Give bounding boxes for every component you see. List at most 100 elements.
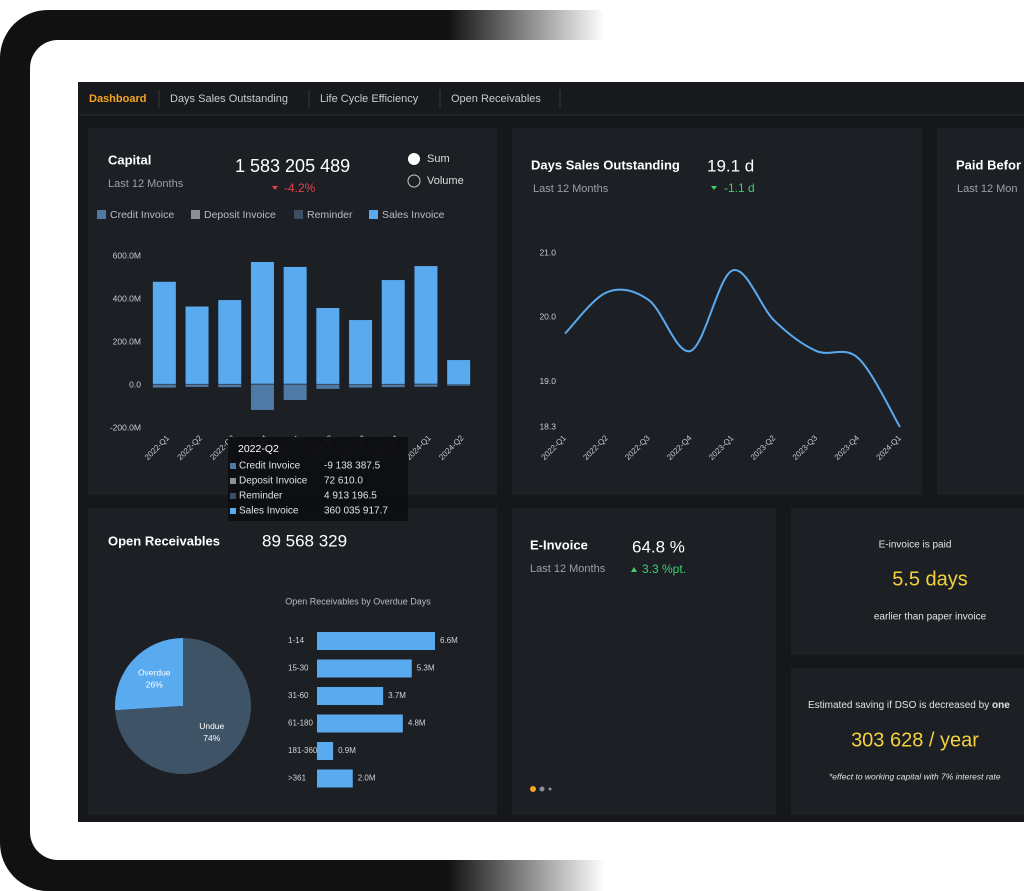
bar-segment: [447, 385, 471, 386]
bar: [317, 687, 384, 705]
panel-subtitle: Last 12 Months: [530, 563, 606, 575]
bar-segment: [185, 385, 209, 387]
bar-segment: [250, 385, 274, 410]
bar-segment: [414, 266, 438, 384]
radio-label[interactable]: Sum: [427, 153, 450, 165]
pie-slice: [115, 638, 251, 774]
panel-title: Paid Befor: [956, 157, 1021, 172]
panel-paid-earlier: [791, 508, 1024, 655]
down-arrow: [711, 186, 717, 190]
bar-segment: [381, 385, 405, 388]
tooltip-value: -9 138 387.5: [324, 461, 381, 472]
tooltip-label: Credit Invoice: [239, 461, 301, 472]
y-tick-label: 1-14: [288, 636, 305, 645]
tab[interactable]: Days Sales Outstanding: [170, 93, 288, 105]
value-label: 3.7M: [388, 691, 406, 700]
y-tick-label: 61-180: [288, 719, 313, 728]
legend-label: Deposit Invoice: [204, 209, 276, 221]
radio-label[interactable]: Volume: [427, 175, 464, 187]
bar-segment: [218, 383, 242, 385]
tooltip-label: Reminder: [239, 491, 283, 502]
page-dot[interactable]: [548, 787, 552, 791]
panel-dso: [512, 128, 922, 495]
info-text: Estimated saving if DSO is decreased by …: [808, 700, 1010, 711]
bar-segment: [447, 384, 471, 385]
pie-label: Overdue: [138, 667, 171, 677]
legend-swatch: [294, 210, 303, 219]
legend-label: Credit Invoice: [110, 209, 174, 221]
tab[interactable]: Life Cycle Efficiency: [320, 93, 419, 105]
bar-segment: [381, 383, 405, 385]
panel-title: Capital: [108, 152, 151, 167]
kpi-change: -4.2%: [284, 181, 316, 195]
bar-segment: [283, 266, 307, 384]
bar-segment: [414, 383, 438, 385]
pie-value-label: 26%: [146, 679, 163, 689]
page-dot[interactable]: [539, 786, 545, 792]
bar-segment: [349, 384, 373, 385]
tab[interactable]: Dashboard: [89, 93, 146, 105]
y-tick-label: -200.0M: [110, 422, 141, 432]
value-label: 4.8M: [408, 719, 426, 728]
y-tick-label: 18.3: [539, 421, 556, 431]
legend-swatch: [369, 210, 378, 219]
bar-segment: [414, 385, 438, 387]
legend-label: Reminder: [307, 209, 353, 221]
pie-label: Undue: [199, 721, 224, 731]
bar-segment: [152, 383, 176, 385]
y-tick-label: 19.0: [539, 376, 556, 386]
kpi-value: 89 568 329: [262, 531, 347, 550]
value-label: 0.9M: [338, 746, 356, 755]
panel-e-invoice: [512, 508, 776, 815]
y-tick-label: 181-360: [288, 746, 318, 755]
info-value: 5.5 days: [892, 568, 968, 590]
bar-segment: [283, 385, 307, 401]
panel-subtitle: Last 12 Months: [533, 183, 609, 195]
y-tick-label: 15-30: [288, 664, 309, 673]
page-dot-active[interactable]: [530, 786, 536, 792]
bar-segment: [218, 300, 242, 384]
tab[interactable]: Open Receivables: [451, 93, 541, 105]
bar-segment: [185, 383, 209, 385]
chart-title: Open Receivables by Overdue Days: [285, 596, 431, 606]
line: [564, 269, 901, 428]
info-text-emphasis: one: [992, 700, 1010, 711]
tooltip-swatch: [230, 508, 236, 514]
bar-segment: [447, 360, 471, 385]
y-tick-label: 0.0: [129, 379, 141, 389]
bar-segment: [316, 385, 340, 389]
tooltip-label: Deposit Invoice: [239, 476, 308, 487]
value-label: 2.0M: [358, 774, 376, 783]
value-label: 5.3M: [417, 664, 435, 673]
legend-swatch: [97, 210, 106, 219]
bar-segment: [218, 385, 242, 388]
bar-segment: [381, 280, 405, 384]
radio[interactable]: [407, 174, 421, 188]
bar-segment: [316, 308, 340, 384]
panel-title: E-Invoice: [530, 537, 588, 552]
tooltip-swatch: [230, 463, 236, 469]
bar: [317, 632, 435, 650]
legend-label: Sales Invoice: [382, 209, 445, 221]
panel-title: Days Sales Outstanding: [531, 157, 680, 172]
panel-subtitle: Last 12 Mon: [957, 183, 1018, 195]
tooltip-value: 360 035 917.7: [324, 506, 388, 517]
bar-segment: [316, 383, 340, 385]
y-tick-label: 600.0M: [113, 250, 141, 260]
bar: [317, 659, 412, 678]
y-tick-label: 21.0: [539, 247, 556, 257]
bar-segment: [250, 261, 274, 384]
value-label: 6.6M: [440, 636, 458, 645]
bar-segment: [152, 385, 176, 388]
radio-selected[interactable]: [408, 153, 420, 165]
info-note: earlier than paper invoice: [874, 612, 987, 623]
y-tick-label: 20.0: [539, 312, 556, 322]
bar: [317, 742, 334, 760]
panel-subtitle: Last 12 Months: [108, 178, 184, 190]
kpi-value: 1 583 205 489: [235, 156, 350, 176]
y-tick-label: 400.0M: [113, 293, 141, 303]
panel-saving: [791, 668, 1024, 815]
pie-slice: [115, 638, 183, 711]
y-tick-label: 200.0M: [113, 336, 141, 346]
panel-title: Open Receivables: [108, 533, 220, 548]
